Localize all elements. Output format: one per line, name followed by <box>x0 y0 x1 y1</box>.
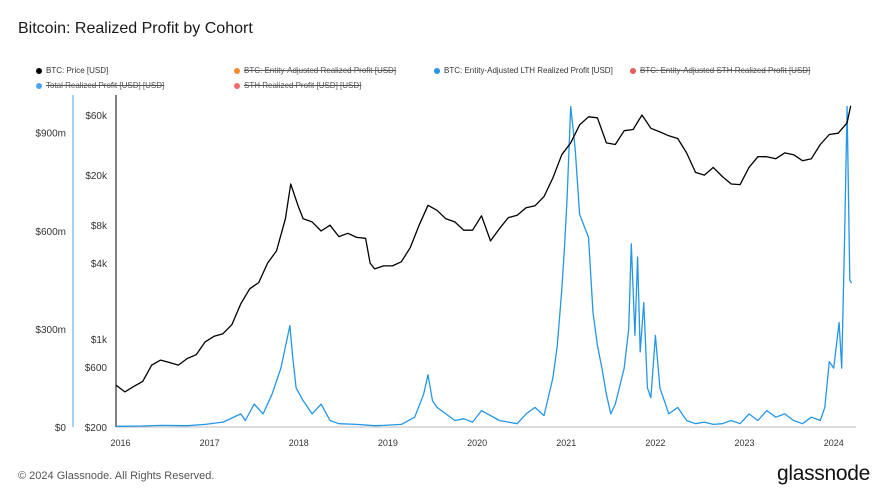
price-axis-tick-label: $600 <box>85 363 108 374</box>
legend-dot-icon <box>434 67 440 74</box>
price-axis-tick-label: $1k <box>91 335 108 346</box>
legend-label: BTC: Entity-Adjusted LTH Realized Profit… <box>444 66 613 75</box>
legend-label: STH Realized Profit [USD] [USD] <box>244 81 362 90</box>
legend-dot-icon <box>630 67 636 74</box>
legend-label: BTC: Price [USD] <box>46 66 109 75</box>
legend-dot-icon <box>234 82 240 89</box>
legend-item-sth-profit[interactable]: STH Realized Profit [USD] [USD] <box>234 81 361 90</box>
legend-dot-icon <box>36 67 42 74</box>
legend-item-adjusted-profit[interactable]: BTC: Entity-Adjusted Realized Profit [US… <box>234 66 396 75</box>
legend-label: BTC: Entity-Adjusted STH Realized Profit… <box>640 66 811 75</box>
legend-item-price[interactable]: BTC: Price [USD] <box>36 66 108 75</box>
lth-profit-line[interactable] <box>115 105 853 427</box>
legend-dot-icon <box>234 67 240 74</box>
legend-label: Total Realized Profit [USD] [USD] <box>46 81 165 90</box>
x-axis-tick-label: 2019 <box>378 438 398 448</box>
glassnode-logo: glassnode <box>776 462 870 485</box>
copyright-footer: © 2024 Glassnode. All Rights Reserved. <box>18 470 215 482</box>
price-axis-tick-label: $20k <box>85 171 108 182</box>
legend-item-sth-adjusted-profit[interactable]: BTC: Entity-Adjusted STH Realized Profit… <box>630 66 810 75</box>
price-line[interactable] <box>115 105 852 393</box>
legend-label: BTC: Entity-Adjusted Realized Profit [US… <box>244 66 397 75</box>
chart-title: Bitcoin: Realized Profit by Cohort <box>18 20 253 37</box>
x-axis-tick-label: 2023 <box>735 438 755 448</box>
price-axis-tick-label: $200 <box>85 423 108 434</box>
price-axis-tick-label: $4k <box>91 259 108 270</box>
x-axis-tick-label: 2016 <box>110 438 130 448</box>
price-axis-tick-label: $8k <box>91 221 108 232</box>
x-axis-tick-label: 2017 <box>200 438 220 448</box>
legend-item-total-profit[interactable]: Total Realized Profit [USD] [USD] <box>36 81 164 90</box>
legend-item-lth-profit[interactable]: BTC: Entity-Adjusted LTH Realized Profit… <box>434 66 613 75</box>
x-axis-tick-label: 2020 <box>467 438 487 448</box>
price-axis-tick-label: $60k <box>85 111 108 122</box>
left-axis-tick-label: $900m <box>35 129 66 140</box>
left-axis-tick-label: $0 <box>55 423 67 434</box>
left-axis-tick-label: $300m <box>35 325 66 336</box>
x-axis-tick-label: 2021 <box>556 438 576 448</box>
ticks-group: $0 $300m $600m $900m $200 $600 $1k $4k $8k $20k $6… <box>35 111 843 448</box>
legend-dot-icon <box>36 82 42 89</box>
left-axis-tick-label: $600m <box>35 227 66 238</box>
legend: BTC: Price [USD] BTC: Entity-Adjusted Re… <box>36 66 856 96</box>
x-axis-tick-label: 2018 <box>289 438 309 448</box>
x-axis-tick-label: 2022 <box>645 438 665 448</box>
x-axis-tick-label: 2024 <box>824 438 844 448</box>
